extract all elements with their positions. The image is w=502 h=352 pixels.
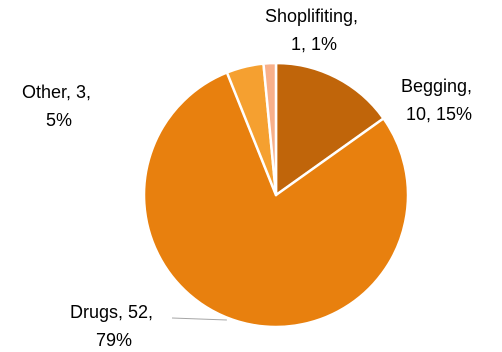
data-label-other-line1: Other, 3, — [22, 82, 91, 102]
data-label-begging-line2: 10, 15% — [406, 104, 472, 124]
data-label-begging-line1: Begging, — [401, 76, 472, 96]
leader-line-drugs — [171, 317, 227, 321]
pie-slice-shoplifiting — [262, 61, 278, 197]
data-label-other-line2: 5% — [46, 110, 72, 130]
data-label-other: Other, 3, 5% — [22, 82, 96, 130]
data-label-shoplifiting-line2: 1, 1% — [291, 34, 337, 54]
data-label-drugs-line2: 79% — [96, 330, 132, 350]
data-label-begging: Begging, 10, 15% — [401, 76, 477, 124]
data-label-shoplifiting-line1: Shoplifiting, — [265, 6, 358, 26]
data-label-drugs-line1: Drugs, 52, — [70, 302, 153, 322]
pie-slice-begging — [274, 61, 385, 197]
pie-slice-drugs — [142, 71, 410, 329]
pie-slices — [142, 61, 410, 329]
data-labels: Shoplifiting, 1, 1% Begging, 10, 15% Oth… — [22, 6, 477, 350]
leader-lines — [171, 317, 227, 321]
data-label-shoplifiting: Shoplifiting, 1, 1% — [265, 6, 363, 54]
data-label-drugs: Drugs, 52, 79% — [70, 302, 158, 350]
